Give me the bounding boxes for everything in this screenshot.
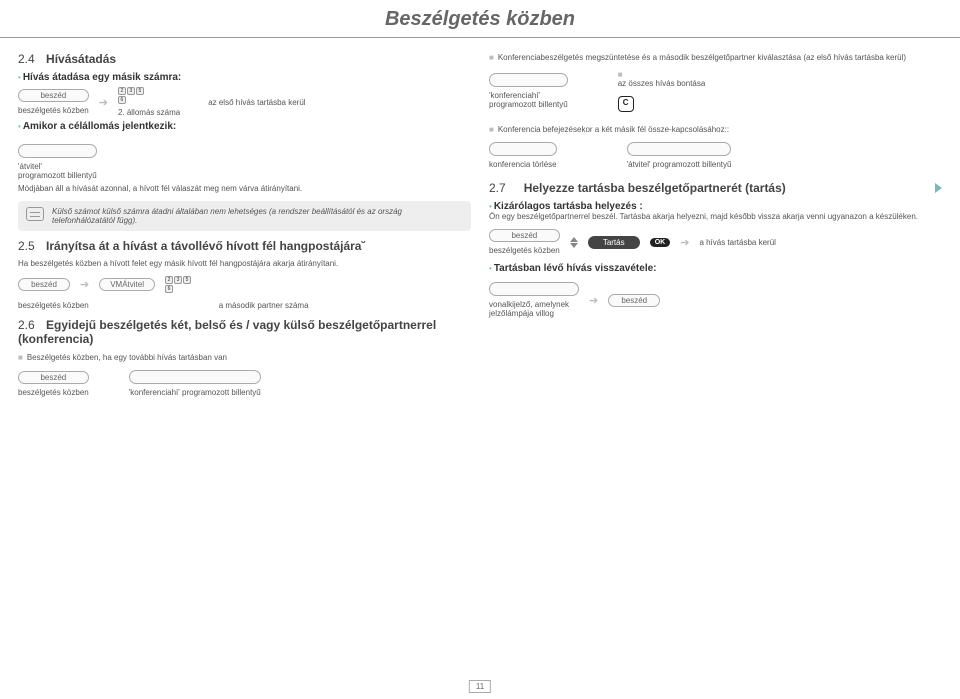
atvitel-row: 'átvitel' programozott billentyű [18, 144, 471, 180]
section-num: 2.6 [18, 318, 35, 332]
label-progkey: programozott billentyű [18, 171, 97, 180]
section-title-text: Hívásátadás [46, 52, 116, 66]
transfer-row: beszéd beszélgetés közben ➔ 2356 2. állo… [18, 87, 471, 117]
label-during-call: beszélgetés közben [489, 246, 560, 255]
partner-row: beszélgetés közben a második partner szá… [18, 301, 471, 310]
arrow-icon: ➔ [80, 278, 89, 291]
page-title: Beszélgetés közben [0, 8, 960, 31]
atvitel-note: Módjában áll a hívását azonnal, a hívott… [18, 184, 471, 193]
label-all-hangup: az összes hívás bontása [618, 79, 706, 88]
section-2-6: 2.6 Egyidejű beszélgetés két, belső és /… [18, 318, 471, 346]
label-conf-delete: konferencia törlése [489, 160, 557, 169]
when-answer: Amikor a célállomás jelentkezik: [23, 121, 176, 132]
pill-tartas[interactable]: Tartás [588, 236, 640, 249]
conf-row: beszéd beszélgetés közben 'konferenciahí… [18, 370, 471, 397]
retrieve-row: vonalkijelző, amelynek jelzőlámpája vill… [489, 282, 942, 318]
pill-konf[interactable] [129, 370, 261, 384]
square-icon: ■ [618, 70, 702, 79]
ok-badge[interactable]: OK [650, 238, 671, 247]
arrow-icon: ➔ [680, 236, 689, 249]
s25-text: Ha beszélgetés közben a hívott felet egy… [18, 259, 471, 268]
section-num: 2.7 [489, 181, 506, 195]
arrow-icon: ➔ [99, 96, 108, 109]
pill-atvitel[interactable] [627, 142, 732, 156]
pill-beszed[interactable]: beszéd [608, 294, 660, 307]
bullet-icon: • [18, 73, 21, 82]
bullet-icon: • [18, 122, 21, 131]
label-during-call: beszélgetés közben [18, 106, 89, 115]
pill-beszed[interactable]: beszéd [489, 229, 560, 242]
page-number: 11 [469, 680, 491, 693]
label-konf: 'konferenciahí' programozott billentyű [129, 388, 261, 397]
keypad-icon: 2356 [165, 276, 195, 293]
note-icon [26, 207, 44, 221]
held-retrieve: Tartásban lévő hívás visszavétele: [494, 263, 657, 274]
section-2-5: 2.5 Irányítsa át a hívást a távollévő hí… [18, 239, 471, 253]
section-num: 2.4 [18, 52, 35, 66]
label-during-call: beszélgetés közben [18, 388, 89, 397]
section-title-text: Irányítsa át a hívást a távollévő hívott… [46, 239, 365, 253]
label-first-hold: az első hívás tartásba kerül [208, 98, 305, 107]
exclusive-hold: Kizárólagos tartásba helyezés : [494, 201, 643, 212]
konf-key-row: 'konferenciahí' programozott billentyű ■… [489, 70, 942, 112]
keypad-icon: 2356 [118, 87, 148, 104]
note-box: Külső számot külső számra átadni általáb… [18, 201, 471, 231]
pill-vmtransfer[interactable]: VMÁtvitel [99, 278, 155, 291]
conf-end: Konferencia befejezésekor a két másik fé… [498, 125, 729, 134]
triangle-icon [935, 183, 942, 193]
label-hold-result: a hívás tartásba kerül [699, 238, 775, 247]
pill-beszed[interactable]: beszéd [18, 278, 70, 291]
updown-icon[interactable] [570, 237, 578, 248]
note-text: Külső számot külső számra átadni általáb… [52, 207, 463, 225]
pill-konf[interactable] [489, 73, 568, 87]
divider [0, 37, 960, 38]
square-icon: ■ [489, 53, 494, 62]
label-progkey: programozott billentyű [489, 100, 568, 109]
label-line-ind: vonalkijelző, amelynek jelzőlámpája vill… [489, 300, 579, 318]
right-column: ■ Konferenciabeszélgetés megszüntetése és… [489, 48, 942, 401]
square-icon: ■ [18, 353, 23, 362]
vm-row: beszéd ➔ VMÁtvitel 2356 [18, 276, 471, 293]
pill-beszed[interactable]: beszéd [18, 371, 89, 384]
left-column: 2.4 Hívásátadás •Hívás átadása egy másik… [18, 48, 471, 401]
bullet-icon: • [489, 202, 492, 211]
label-station: 2. állomás száma [118, 108, 180, 117]
pill-conf-delete[interactable] [489, 142, 557, 156]
pill-atvitel[interactable] [18, 144, 97, 158]
label-atvitel: 'átvitel' [18, 162, 97, 171]
label-during-call: beszélgetés közben [18, 301, 89, 310]
label-konf: 'konferenciahí' [489, 91, 568, 100]
section-2-7: 2.7 Helyezze tartásba beszélgetőpartneré… [489, 181, 942, 195]
pill-beszed[interactable]: beszéd [18, 89, 89, 102]
label-atvitel-prog: 'átvitel' programozott billentyű [627, 160, 732, 169]
exclusive-text: Ön egy beszélgetőpartnerrel beszél. Tart… [489, 212, 942, 221]
pill-line[interactable] [489, 282, 579, 296]
hold-row: beszéd beszélgetés közben Tartás OK ➔ a … [489, 229, 942, 255]
s26-text: Beszélgetés közben, ha egy további hívás… [27, 353, 227, 362]
section-2-4: 2.4 Hívásátadás [18, 52, 471, 66]
label-second-partner: a második partner száma [219, 301, 309, 310]
bullet-icon: • [489, 264, 492, 273]
arrow-icon: ➔ [589, 294, 598, 307]
top-note: Konferenciabeszélgetés megszüntetése és … [498, 53, 906, 62]
section-num: 2.5 [18, 239, 35, 253]
transfer-intro: Hívás átadása egy másik számra: [23, 72, 181, 83]
content: 2.4 Hívásátadás •Hívás átadása egy másik… [0, 48, 960, 401]
section-title-text: Egyidejű beszélgetés két, belső és / vag… [18, 318, 436, 346]
square-icon: ■ [489, 125, 494, 134]
section-title-text: Helyezze tartásba beszélgetőpartnerét (t… [524, 181, 786, 195]
phone-icon [618, 96, 634, 112]
conf-end-row: konferencia törlése 'átvitel' programozo… [489, 142, 942, 169]
